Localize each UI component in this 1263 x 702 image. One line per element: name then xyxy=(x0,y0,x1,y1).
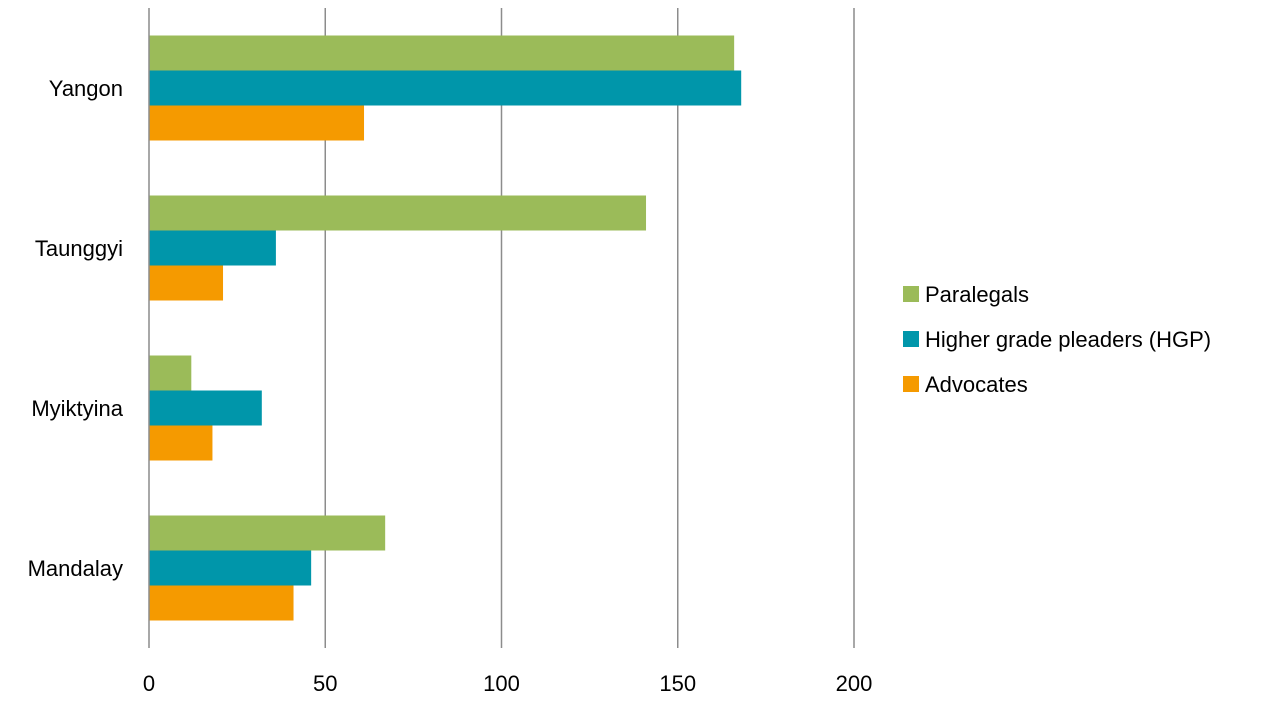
y-tick-label: Mandalay xyxy=(28,556,123,581)
legend-label-advocates: Advocates xyxy=(925,372,1028,397)
bar-taunggyi-paralegals xyxy=(149,195,647,231)
legend-label-paralegals: Paralegals xyxy=(925,282,1029,307)
bar-yangon-higher-grade-pleaders-hgp xyxy=(149,70,742,106)
y-tick-label: Yangon xyxy=(49,76,123,101)
bar-myiktyina-paralegals xyxy=(149,355,192,391)
bar-mandalay-paralegals xyxy=(149,515,386,551)
bars xyxy=(149,35,742,621)
bar-mandalay-advocates xyxy=(149,585,294,621)
x-tick-label: 200 xyxy=(836,671,873,696)
y-tick-label: Taunggyi xyxy=(35,236,123,261)
bar-yangon-paralegals xyxy=(149,35,735,71)
x-tick-label: 50 xyxy=(313,671,337,696)
legend-swatch-paralegals xyxy=(903,286,919,302)
axes: Yangon Taunggyi Myiktyina Mandalay 0 50 100 150… xyxy=(28,8,873,696)
legend-label-higher-grade-pleaders-hgp: Higher grade pleaders (HGP) xyxy=(925,327,1211,352)
legend-swatch-advocates xyxy=(903,376,919,392)
bar-taunggyi-higher-grade-pleaders-hgp xyxy=(149,230,276,266)
x-tick-label: 0 xyxy=(143,671,155,696)
bar-taunggyi-advocates xyxy=(149,265,224,301)
bar-mandalay-higher-grade-pleaders-hgp xyxy=(149,550,312,586)
y-tick-label: Myiktyina xyxy=(31,396,123,421)
x-tick-label: 100 xyxy=(483,671,520,696)
x-tick-label: 150 xyxy=(659,671,696,696)
bar-myiktyina-advocates xyxy=(149,425,213,461)
legend: Paralegals Higher grade pleaders (HGP) Adv… xyxy=(903,282,1211,397)
bar-yangon-advocates xyxy=(149,105,365,141)
bar-myiktyina-higher-grade-pleaders-hgp xyxy=(149,390,262,426)
legend-swatch-higher-grade-pleaders-hgp xyxy=(903,331,919,347)
